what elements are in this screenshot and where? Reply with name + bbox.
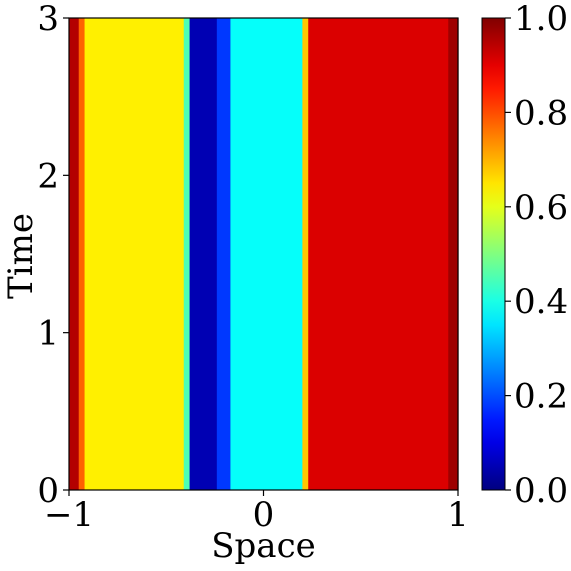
x-axis: −1 0 1 — [44, 490, 469, 535]
colorbar-tick-label: 0.8 — [514, 93, 568, 133]
heatmap-band — [448, 18, 459, 490]
colorbar-tick-label: 1.0 — [514, 0, 568, 39]
heatmap-band — [302, 18, 309, 490]
colorbar-axis: 0.0 0.2 0.4 0.6 0.8 1.0 — [505, 0, 568, 511]
colorbar-tick-label: 0.6 — [514, 188, 568, 228]
heatmap-plot-area — [69, 18, 459, 490]
heatmap-band — [189, 18, 218, 490]
heatmap-band — [216, 18, 232, 490]
x-tick-label: 1 — [447, 495, 469, 535]
x-tick-label: −1 — [44, 495, 94, 535]
heatmap-band — [183, 18, 191, 490]
y-tick-label: 0 — [37, 471, 59, 511]
y-tick-label: 3 — [37, 0, 59, 39]
colorbar-tick-label: 0.0 — [514, 471, 568, 511]
y-axis-label: Time — [1, 213, 41, 299]
y-tick-label: 1 — [37, 314, 59, 354]
heatmap-band — [308, 18, 449, 490]
colorbar-tick-label: 0.4 — [514, 282, 568, 322]
colorbar — [481, 17, 506, 491]
x-axis-label: Space — [211, 526, 316, 566]
x-tick-label: 0 — [253, 495, 275, 535]
y-tick-label: 2 — [37, 156, 59, 196]
heatmap-band — [78, 18, 86, 490]
heatmap-band — [230, 18, 303, 490]
heatmap-band — [84, 18, 185, 490]
y-axis: 0 1 2 3 — [37, 0, 69, 511]
heatmap-band — [69, 18, 80, 490]
colorbar-tick-label: 0.2 — [514, 377, 568, 417]
